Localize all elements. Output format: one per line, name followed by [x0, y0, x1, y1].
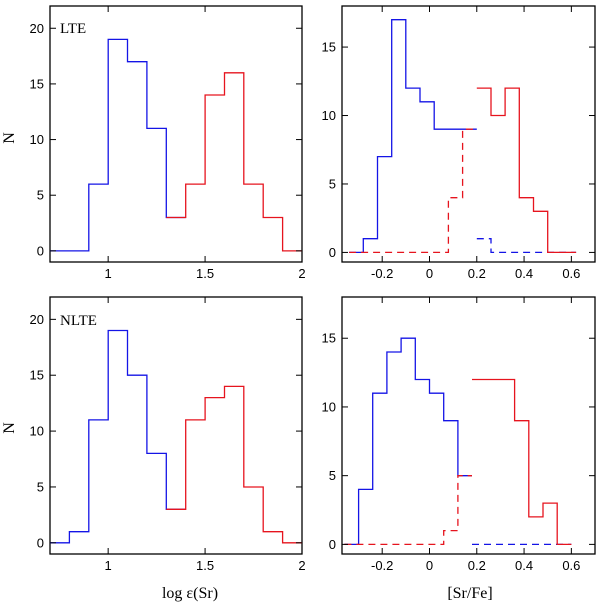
panel-label-lte: LTE	[60, 21, 86, 37]
axis-ticks: -0.2 0 0.2 0.4 0.6 0 5 10 15	[322, 6, 595, 281]
histogram-series-red	[472, 378, 572, 546]
panel-frame	[341, 5, 596, 263]
y-tick-label: 20	[30, 21, 44, 36]
y-tick-label: 5	[37, 479, 44, 494]
y-tick-label: 10	[30, 424, 44, 439]
y-tick-label: 15	[322, 40, 336, 55]
y-tick-label: 15	[30, 76, 44, 91]
y-tick-label: 15	[322, 331, 336, 346]
histogram-series-red	[476, 87, 577, 254]
x-tick-label: 1.5	[196, 266, 214, 281]
histogram-series-blue	[349, 19, 477, 254]
histogram-series-blue	[50, 329, 186, 544]
histogram-series-red-tail	[349, 128, 477, 254]
y-tick-label: 0	[329, 537, 336, 552]
histogram-series-red	[166, 385, 302, 544]
x-tick-label: 1	[105, 266, 112, 281]
panel-nlte-srfe: -0.2 0 0.2 0.4 0.6 0 5 10 15	[322, 296, 596, 573]
x-tick-label: -0.2	[371, 266, 393, 281]
histogram-series-blue	[50, 38, 186, 252]
y-tick-label: 15	[30, 368, 44, 383]
histogram-series-blue-tail	[476, 238, 577, 254]
histogram-series-red-tail	[344, 475, 472, 546]
y-tick-label: 0	[329, 245, 336, 260]
x-tick-label: 0.6	[562, 558, 580, 573]
x-tick-label: 1	[105, 558, 112, 573]
panel-lte-srfe: -0.2 0 0.2 0.4 0.6 0 5 10 15	[322, 5, 596, 281]
panel-frame	[341, 296, 596, 555]
y-axis-title-bottom: N	[1, 422, 18, 434]
y-tick-label: 0	[37, 535, 44, 550]
y-tick-label: 10	[30, 132, 44, 147]
y-tick-label: 10	[322, 108, 336, 123]
panel-frame	[49, 296, 303, 555]
histogram-marks	[344, 337, 572, 546]
x-tick-label: 0.2	[468, 266, 486, 281]
histogram-series-blue	[344, 337, 472, 546]
y-tick-label: 5	[329, 176, 336, 191]
x-tick-label: -0.2	[371, 558, 393, 573]
x-tick-label: 1.5	[196, 558, 214, 573]
y-tick-label: 5	[329, 468, 336, 483]
x-tick-label: 0.6	[562, 266, 580, 281]
axis-ticks: -0.2 0 0.2 0.4 0.6 0 5 10 15	[322, 297, 595, 573]
y-tick-label: 20	[30, 312, 44, 327]
x-tick-label: 0	[426, 266, 433, 281]
x-axis-title-left: log ε(Sr)	[162, 585, 218, 602]
x-axis-title-right: [Sr/Fe]	[447, 585, 492, 602]
x-tick-label: 0	[426, 558, 433, 573]
y-tick-label: 0	[37, 243, 44, 258]
y-tick-label: 5	[37, 188, 44, 203]
x-tick-label: 0.4	[515, 266, 533, 281]
x-tick-label: 2	[298, 266, 305, 281]
x-tick-label: 0.4	[515, 558, 533, 573]
y-tick-label: 10	[322, 399, 336, 414]
panel-frame	[49, 5, 303, 263]
histogram-series-red	[166, 72, 302, 252]
y-axis-title-top: N	[1, 132, 18, 144]
x-tick-label: 2	[298, 558, 305, 573]
x-tick-label: 0.2	[468, 558, 486, 573]
histogram-marks	[349, 19, 577, 254]
histogram-marks	[50, 38, 302, 252]
histogram-marks	[50, 329, 302, 544]
panel-label-nlte: NLTE	[60, 313, 97, 329]
